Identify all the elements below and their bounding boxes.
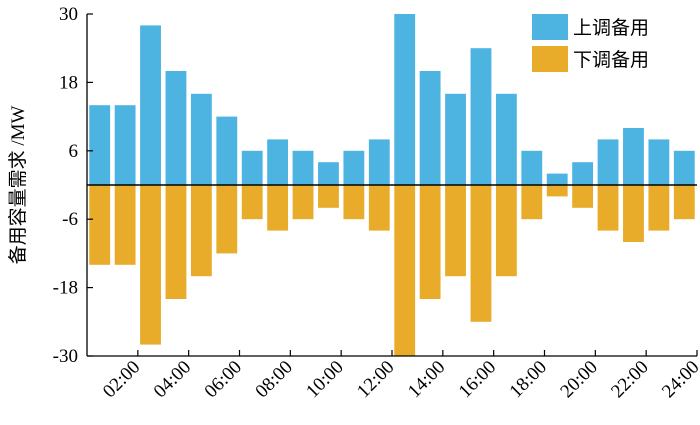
downward-reserve-bar-14: [419, 185, 441, 299]
x-tick-label: 12:00: [353, 357, 398, 402]
downward-reserve-bar-8: [267, 185, 289, 231]
downward-reserve-bar-2: [114, 185, 136, 265]
downward-reserve-bar-13: [394, 185, 416, 356]
downward-reserve-bar-18: [521, 185, 543, 220]
upward-reserve-bar-5: [190, 93, 212, 185]
legend-label: 下调备用: [573, 49, 649, 71]
downward-reserve-bar-6: [216, 185, 238, 254]
x-tick-label: 04:00: [150, 357, 195, 402]
x-tick-label: 22:00: [607, 357, 652, 402]
y-tick-label: -30: [53, 346, 78, 367]
downward-reserve-bar-12: [368, 185, 390, 231]
upward-reserve-bar-3: [140, 25, 161, 186]
legend-label: 上调备用: [573, 17, 649, 39]
upward-reserve-bar-23: [648, 139, 670, 185]
upward-reserve-bar-20: [572, 162, 594, 185]
legend-swatch: [532, 14, 568, 40]
downward-reserve-bar-20: [572, 185, 594, 208]
downward-reserve-bar-9: [292, 185, 314, 220]
downward-reserve-bar-17: [495, 185, 517, 277]
downward-reserve-bar-11: [343, 185, 365, 220]
downward-reserve-bar-16: [470, 185, 492, 322]
upward-reserve-bars: [89, 14, 695, 186]
upward-reserve-bar-12: [368, 139, 390, 185]
x-tick-label: 20:00: [556, 357, 601, 402]
y-tick-label: -18: [53, 278, 78, 299]
upward-reserve-bar-11: [343, 150, 365, 185]
y-tick-label: 6: [69, 141, 79, 162]
downward-reserve-bar-22: [623, 185, 644, 242]
downward-reserve-bar-21: [597, 185, 619, 231]
x-tick-label: 02:00: [99, 357, 144, 402]
x-tick-label: 18:00: [506, 357, 551, 402]
y-axis-ticks: -30 -18 -6 6 18 30: [53, 4, 93, 367]
upward-reserve-bar-22: [623, 128, 644, 185]
upward-reserve-bar-2: [114, 105, 136, 185]
upward-reserve-bar-13: [394, 14, 416, 185]
x-axis-ticks: 02:00 04:00 06:00 08:00 10:00 12:00 14:00 16:00…: [99, 350, 700, 402]
x-tick-label: 10:00: [302, 357, 347, 402]
downward-reserve-bar-10: [318, 185, 339, 208]
downward-reserve-bar-5: [190, 185, 212, 277]
downward-reserve-bar-3: [140, 185, 161, 345]
x-tick-label: 14:00: [404, 357, 449, 402]
upward-reserve-bar-24: [673, 150, 695, 185]
downward-reserve-bar-1: [89, 185, 111, 265]
upward-reserve-bar-6: [216, 116, 238, 185]
downward-reserve-bars: [89, 185, 695, 356]
upward-reserve-bar-1: [89, 105, 111, 185]
x-tick-label: 16:00: [455, 357, 500, 402]
x-tick-label: 24:00: [658, 357, 700, 402]
y-tick-label: 18: [59, 72, 78, 93]
upward-reserve-bar-7: [241, 150, 263, 185]
upward-reserve-bar-17: [495, 93, 517, 185]
downward-reserve-bar-15: [445, 185, 466, 277]
upward-reserve-bar-15: [445, 93, 466, 185]
upward-reserve-bar-18: [521, 150, 543, 185]
downward-reserve-bar-23: [648, 185, 670, 231]
upward-reserve-bar-16: [470, 48, 492, 186]
legend-swatch: [532, 46, 568, 72]
upward-reserve-bar-14: [419, 71, 441, 185]
x-tick-label: 06:00: [201, 357, 246, 402]
downward-reserve-bar-19: [546, 185, 568, 197]
upward-reserve-bar-10: [318, 162, 339, 185]
upward-reserve-bar-9: [292, 150, 314, 185]
upward-reserve-bar-4: [165, 71, 187, 185]
y-axis-title: 备用容量需求 /MW: [7, 106, 29, 265]
upward-reserve-bar-21: [597, 139, 619, 185]
downward-reserve-bar-24: [673, 185, 695, 220]
upward-reserve-bar-8: [267, 139, 289, 185]
downward-reserve-bar-4: [165, 185, 187, 299]
downward-reserve-bar-7: [241, 185, 263, 220]
upward-reserve-bar-19: [546, 173, 568, 185]
y-tick-label: -6: [62, 209, 78, 230]
y-tick-label: 30: [59, 4, 78, 25]
x-tick-label: 08:00: [251, 357, 296, 402]
